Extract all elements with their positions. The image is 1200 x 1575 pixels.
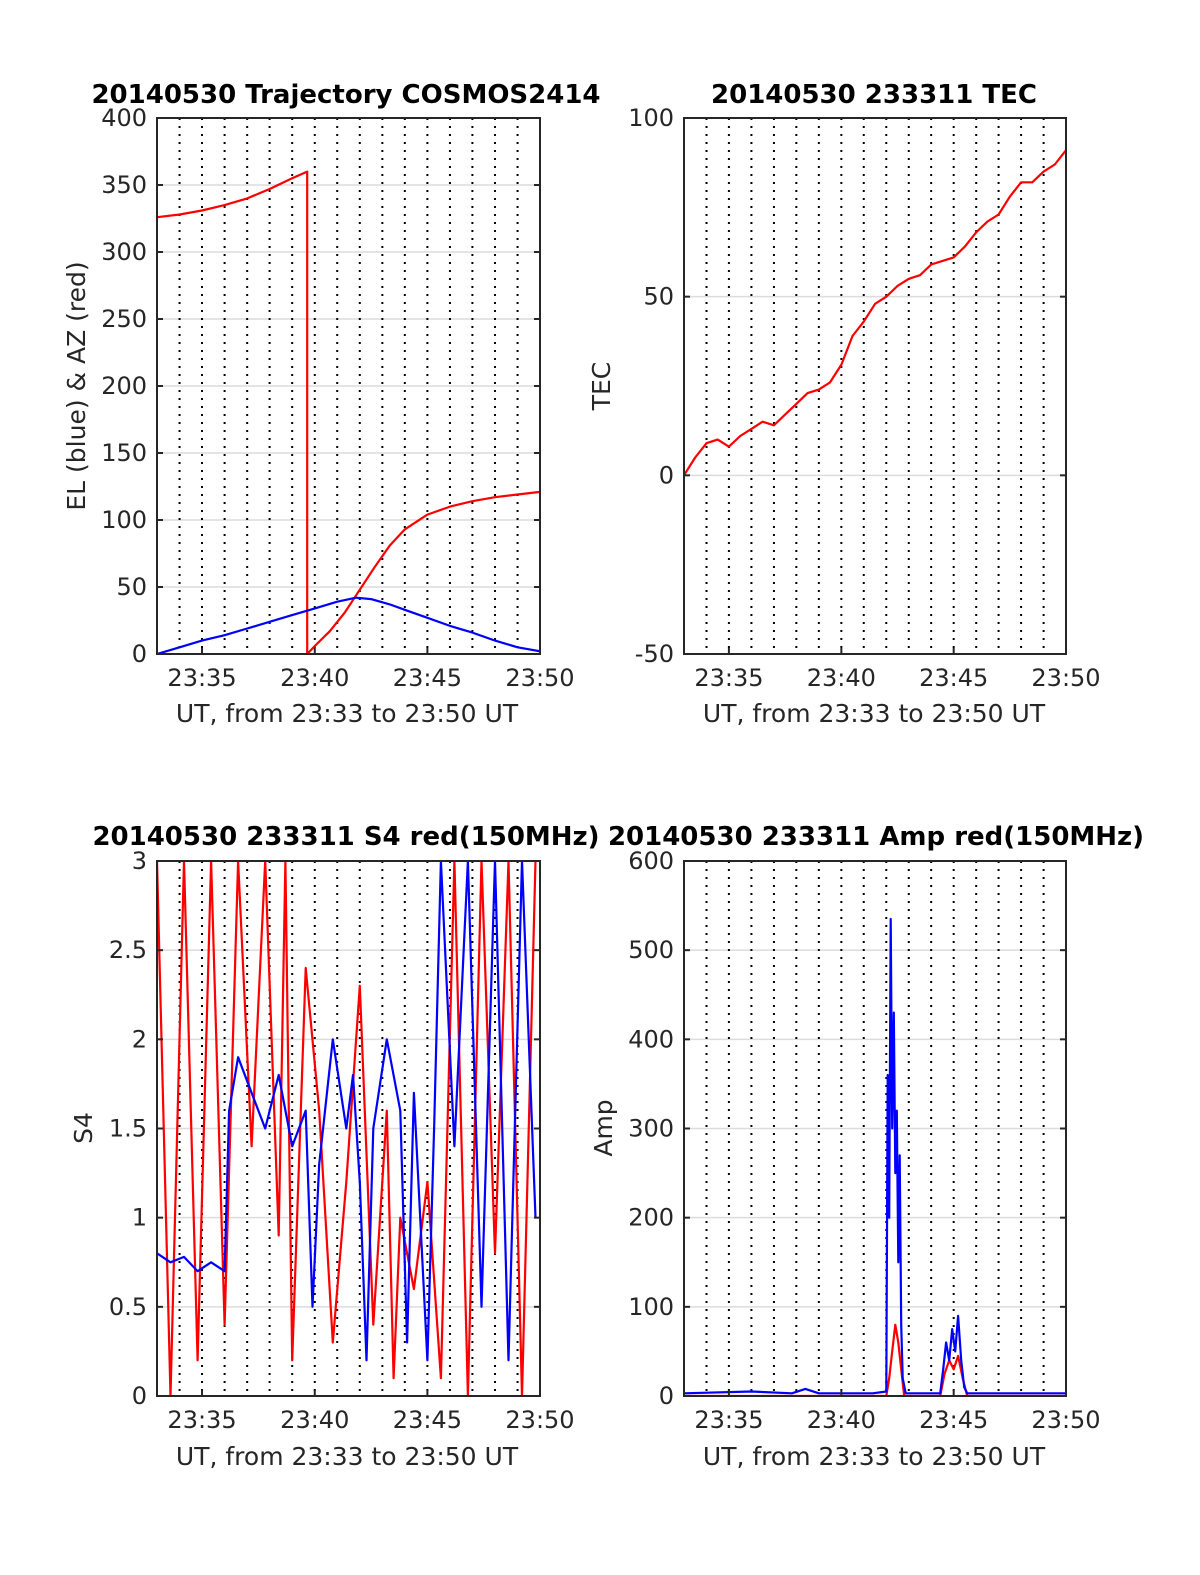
tec-panel: 20140530 233311 TEC UT, from 23:33 to 23…	[587, 80, 1101, 728]
s4-ytick-label: 3	[132, 847, 147, 875]
tec-ylabel: TEC	[587, 362, 616, 412]
s4-xtick-label: 23:50	[505, 1406, 574, 1434]
tec-xtick-label: 23:35	[694, 664, 763, 692]
amp-title: 20140530 233311 Amp red(150MHz)	[608, 822, 1144, 852]
trajectory-ytick-label: 0	[132, 640, 147, 668]
s4-ytick-label: 0.5	[109, 1293, 147, 1321]
trajectory-ytick-label: 100	[101, 506, 147, 534]
trajectory-series-group	[157, 170, 540, 654]
tec-title: 20140530 233311 TEC	[711, 80, 1037, 110]
tec-ytick-label: 100	[628, 104, 674, 132]
tec-xtick-label: 23:45	[919, 664, 988, 692]
tec-ytick-label: 50	[643, 283, 674, 311]
tec-series-group	[684, 149, 1066, 476]
tec-xlabel: UT, from 23:33 to 23:50 UT	[703, 699, 1046, 728]
s4-series-blue-line	[157, 861, 537, 1362]
s4-xtick-label: 23:40	[280, 1406, 349, 1434]
amp-ytick-label: 300	[628, 1115, 674, 1143]
trajectory-ytick-label: 350	[101, 171, 147, 199]
amp-xtick-label: 23:45	[919, 1406, 988, 1434]
amp-xlabel: UT, from 23:33 to 23:50 UT	[703, 1442, 1046, 1471]
trajectory-ytick-label: 50	[116, 573, 147, 601]
amp-series-blue-line	[684, 917, 1066, 1395]
s4-ytick-label: 2.5	[109, 936, 147, 964]
trajectory-series-blue-line	[157, 596, 540, 654]
amp-panel: 20140530 233311 Amp red(150MHz) UT, from…	[589, 822, 1144, 1471]
s4-xlabel: UT, from 23:33 to 23:50 UT	[176, 1442, 519, 1471]
s4-series-group	[157, 861, 537, 1396]
trajectory-xtick-label: 23:50	[505, 664, 574, 692]
tec-ytick-label: 0	[659, 461, 674, 489]
amp-series-group	[684, 917, 1066, 1396]
trajectory-ytick-label: 300	[101, 238, 147, 266]
amp-xtick-label: 23:50	[1031, 1406, 1100, 1434]
tec-axes-box	[683, 117, 1067, 655]
s4-title: 20140530 233311 S4 red(150MHz)	[92, 822, 599, 852]
trajectory-series-red-line	[157, 170, 540, 654]
amp-ytick-label: 100	[628, 1293, 674, 1321]
trajectory-ytick-label: 150	[101, 439, 147, 467]
trajectory-xtick-label: 23:40	[280, 664, 349, 692]
tec-ytick-label: -50	[635, 640, 674, 668]
trajectory-ylabel: EL (blue) & AZ (red)	[62, 261, 91, 510]
s4-ytick-label: 1.5	[109, 1115, 147, 1143]
trajectory-panel: 20140530 Trajectory COSMOS2414 UT, from …	[62, 80, 601, 728]
trajectory-xtick-label: 23:35	[167, 664, 236, 692]
tec-xtick-label: 23:40	[807, 664, 876, 692]
amp-ytick-label: 0	[659, 1382, 674, 1410]
s4-ylabel: S4	[69, 1112, 98, 1144]
trajectory-xlabel: UT, from 23:33 to 23:50 UT	[176, 699, 519, 728]
amp-ytick-label: 600	[628, 847, 674, 875]
amp-xtick-label: 23:35	[694, 1406, 763, 1434]
amp-ytick-label: 400	[628, 1025, 674, 1053]
trajectory-ytick-label: 400	[101, 104, 147, 132]
s4-ytick-label: 0	[132, 1382, 147, 1410]
s4-panel: 20140530 233311 S4 red(150MHz) UT, from …	[69, 822, 600, 1471]
tec-series-red-line	[684, 149, 1066, 476]
s4-series-red-line	[157, 861, 537, 1396]
trajectory-ytick-label: 200	[101, 372, 147, 400]
amp-xtick-label: 23:40	[807, 1406, 876, 1434]
amp-series-red-line	[684, 1323, 1066, 1396]
trajectory-xtick-label: 23:45	[393, 664, 462, 692]
tec-xtick-label: 23:50	[1031, 664, 1100, 692]
amp-ytick-label: 500	[628, 936, 674, 964]
s4-ytick-label: 2	[132, 1025, 147, 1053]
trajectory-title: 20140530 Trajectory COSMOS2414	[91, 80, 600, 110]
trajectory-ytick-label: 250	[101, 305, 147, 333]
s4-xtick-label: 23:35	[167, 1406, 236, 1434]
s4-xtick-label: 23:45	[393, 1406, 462, 1434]
amp-ytick-label: 200	[628, 1204, 674, 1232]
amp-ylabel: Amp	[589, 1099, 618, 1156]
s4-ytick-label: 1	[132, 1204, 147, 1232]
